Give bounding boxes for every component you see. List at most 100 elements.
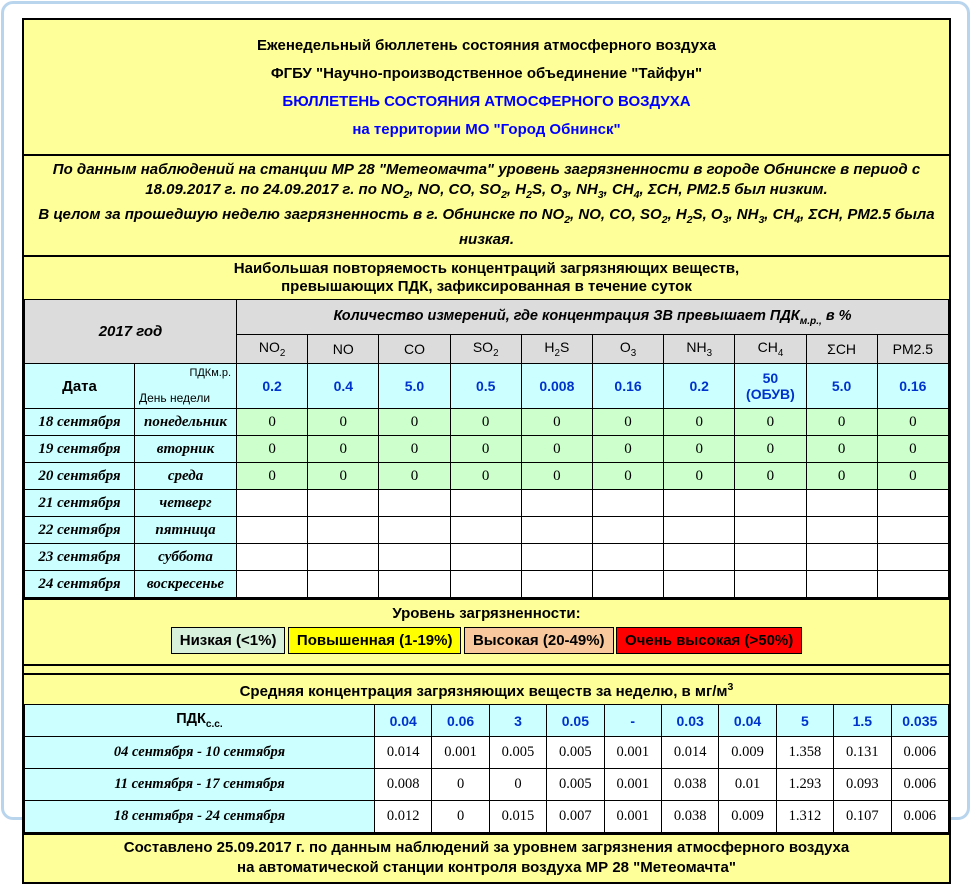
avg-value-cell: 0.014 bbox=[660, 736, 720, 769]
value-cell bbox=[663, 489, 736, 517]
exceedance-table: 2017 год Количество измерений, где конце… bbox=[23, 299, 950, 598]
legend-item: Низкая (<1%) bbox=[170, 627, 286, 654]
weekday-cell: понедельник bbox=[133, 408, 238, 436]
avg-value-cell: 0.005 bbox=[546, 768, 605, 801]
weekly-average-table: ПДКс.с. 0.04 0.06 3 0.05 - 0.03 0.04 bbox=[24, 704, 950, 833]
pdk-mr-value: 50 (ОБУВ) bbox=[734, 363, 807, 409]
value-cell: 0 bbox=[591, 462, 665, 490]
value-cell: 0 bbox=[307, 408, 380, 436]
week-range-cell: 04 сентября - 10 сентября bbox=[24, 736, 375, 769]
avg-value-cell: 0.005 bbox=[546, 736, 605, 769]
value-cell: 0 bbox=[734, 462, 807, 490]
summary-sentence-1: По данным наблюдений на станции МР 28 "М… bbox=[52, 161, 921, 201]
value-cell: 0 bbox=[236, 408, 309, 436]
pdk-ss-value: 0.03 bbox=[660, 704, 720, 737]
pdk-mr-value: 0.008 bbox=[520, 363, 593, 409]
value-cell: 0 bbox=[663, 462, 736, 490]
value-cell: 0 bbox=[520, 408, 593, 436]
pdk-mr-value: 0.4 bbox=[307, 363, 380, 409]
avg-value-cell: 0 bbox=[431, 768, 490, 801]
table-row: 20 сентября среда 0 0 0 0 0 0 0 0 0 0 bbox=[24, 462, 950, 490]
diagonal-header-cell: ПДКм.р. День недели bbox=[133, 363, 238, 409]
value-cell bbox=[378, 543, 451, 571]
avg-value-cell: 0.093 bbox=[833, 768, 892, 801]
legend-items: Низкая (<1%) Повышенная (1-19%) Высокая … bbox=[24, 627, 949, 654]
avg-value-cell: 0.009 bbox=[718, 800, 777, 833]
value-cell: 0 bbox=[876, 435, 950, 463]
table-row: 18 сентября - 24 сентября 0.012 0 0.015 … bbox=[24, 800, 950, 833]
date-cell: 19 сентября bbox=[24, 435, 135, 463]
table-row: 24 сентября воскресенье bbox=[24, 570, 950, 598]
value-cell bbox=[734, 489, 807, 517]
value-cell bbox=[236, 543, 309, 571]
value-cell: 0 bbox=[734, 435, 807, 463]
value-cell bbox=[449, 543, 522, 571]
avg-value-cell: 0.038 bbox=[660, 768, 720, 801]
value-cell: 0 bbox=[378, 435, 451, 463]
date-cell: 24 сентября bbox=[24, 570, 135, 598]
pollutant-column-header: PM2.5 bbox=[876, 334, 950, 364]
pollutant-column-header: H2S bbox=[520, 334, 593, 364]
avg-value-cell: 0 bbox=[431, 800, 490, 833]
pdk-ss-value: 3 bbox=[488, 704, 548, 737]
date-column-header: Дата bbox=[24, 363, 135, 409]
pdk-ss-value: 0.04 bbox=[718, 704, 777, 737]
measure-header: Количество измерений, где концентрация З… bbox=[236, 299, 949, 335]
value-cell: 0 bbox=[805, 462, 878, 490]
avg-value-cell: 0.005 bbox=[488, 736, 548, 769]
pdk-ss-value: 5 bbox=[775, 704, 835, 737]
value-cell bbox=[734, 516, 807, 544]
value-cell bbox=[805, 489, 878, 517]
legend-item: Повышенная (1-19%) bbox=[287, 627, 462, 654]
table-row: 11 сентября - 17 сентября 0.008 0 0 0.00… bbox=[24, 768, 950, 801]
date-cell: 23 сентября bbox=[24, 543, 135, 571]
value-cell bbox=[805, 543, 878, 571]
weekday-cell: пятница bbox=[133, 516, 238, 544]
pollutant-column-header: NO bbox=[307, 334, 380, 364]
weekday-cell: суббота bbox=[133, 543, 238, 571]
avg-value-cell: 0.001 bbox=[431, 736, 490, 769]
legend-item: Очень высокая (>50%) bbox=[616, 627, 803, 654]
value-cell bbox=[663, 516, 736, 544]
value-cell: 0 bbox=[591, 435, 665, 463]
table-row: 23 сентября суббота bbox=[24, 543, 950, 571]
pdk-ss-value: 0.05 bbox=[546, 704, 605, 737]
value-cell: 0 bbox=[307, 462, 380, 490]
pollutant-column-header: CH4 bbox=[734, 334, 807, 364]
year-header: 2017 год bbox=[23, 299, 238, 364]
avg-value-cell: 0.008 bbox=[373, 768, 433, 801]
avg-value-cell: 0.007 bbox=[546, 800, 605, 833]
weekday-cell: вторник bbox=[133, 435, 238, 463]
pdk-ss-value: 1.5 bbox=[833, 704, 892, 737]
value-cell: 0 bbox=[378, 462, 451, 490]
value-cell bbox=[591, 570, 665, 598]
pollution-level-legend: Уровень загрязненности: Низкая (<1%) Пов… bbox=[24, 598, 949, 664]
pollutant-column-header: NO2 bbox=[236, 334, 309, 364]
avg-value-cell: 0 bbox=[488, 768, 548, 801]
pollutant-column-header: ΣCH bbox=[805, 334, 878, 364]
avg-value-cell: 0.01 bbox=[718, 768, 777, 801]
pdk-mr-value: 0.2 bbox=[236, 363, 309, 409]
avg-value-cell: 0.001 bbox=[603, 768, 662, 801]
value-cell bbox=[307, 516, 380, 544]
value-cell bbox=[591, 516, 665, 544]
organization-name: ФГБУ "Научно-производственное объединени… bbox=[270, 65, 703, 82]
value-cell: 0 bbox=[449, 462, 522, 490]
pollutant-column-header: SO2 bbox=[449, 334, 522, 364]
weekday-label: День недели bbox=[139, 391, 211, 405]
weekday-cell: среда bbox=[133, 462, 238, 490]
value-cell bbox=[378, 516, 451, 544]
legend-item: Высокая (20-49%) bbox=[463, 627, 614, 654]
value-cell bbox=[236, 570, 309, 598]
table1-heading-line2: превышающих ПДК, зафиксированная в течен… bbox=[281, 278, 692, 295]
table-row: 21 сентября четверг bbox=[24, 489, 950, 517]
value-cell bbox=[307, 543, 380, 571]
value-cell: 0 bbox=[734, 408, 807, 436]
value-cell bbox=[805, 570, 878, 598]
weekday-cell: четверг bbox=[133, 489, 238, 517]
avg-value-cell: 0.015 bbox=[488, 800, 548, 833]
table-row: 18 сентября понедельник 0 0 0 0 0 0 0 0 … bbox=[24, 408, 950, 436]
date-cell: 22 сентября bbox=[24, 516, 135, 544]
value-cell: 0 bbox=[520, 435, 593, 463]
